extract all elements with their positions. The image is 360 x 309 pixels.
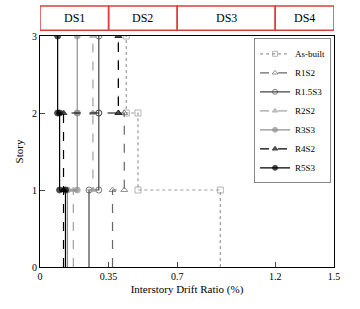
svg-text:Interstory Drift Ratio (%): Interstory Drift Ratio (%) <box>131 283 244 296</box>
svg-text:DS1: DS1 <box>64 11 85 25</box>
svg-text:R5S3: R5S3 <box>295 163 316 173</box>
svg-text:R3S3: R3S3 <box>295 125 316 135</box>
svg-text:1.2: 1.2 <box>269 271 282 282</box>
svg-text:2: 2 <box>32 108 37 119</box>
svg-text:DS4: DS4 <box>294 11 315 25</box>
svg-text:R1S2: R1S2 <box>295 68 315 78</box>
svg-text:R2S2: R2S2 <box>295 106 315 116</box>
svg-text:R4S2: R4S2 <box>295 144 315 154</box>
svg-text:1: 1 <box>32 185 37 196</box>
svg-text:3: 3 <box>32 31 37 42</box>
svg-text:Story: Story <box>13 139 25 163</box>
svg-text:As-built: As-built <box>295 49 325 59</box>
svg-text:1.5: 1.5 <box>328 271 341 282</box>
svg-text:0.35: 0.35 <box>100 271 118 282</box>
svg-text:DS2: DS2 <box>132 11 153 25</box>
svg-text:0: 0 <box>32 262 37 273</box>
svg-text:0.7: 0.7 <box>171 271 184 282</box>
svg-text:0: 0 <box>38 271 43 282</box>
svg-text:DS3: DS3 <box>216 11 237 25</box>
svg-text:R1.5S3: R1.5S3 <box>295 87 322 97</box>
